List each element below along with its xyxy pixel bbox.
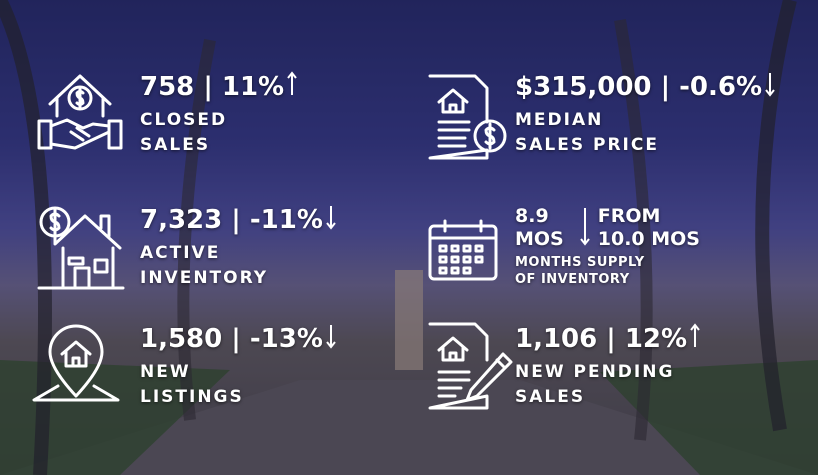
trend-arrow [326,323,336,356]
stat-headline: 7,323 | -11% [140,205,323,235]
stat-headline: 758 | 11% [140,72,285,102]
stat-months-supply: 8.9 MOS FROM 10.0 MOS MONTHS SUPPLY OF INVE… [515,205,700,288]
stat-label: SALES [140,135,211,155]
stat-median-price: $315,000 | -0.6% MEDIAN SALES PRICE [515,70,775,158]
supply-unit: MOS [515,228,564,250]
arrow-stroke [690,322,700,331]
arrow-glyph [579,208,590,246]
stat-label: NEW PENDING [515,362,675,382]
arrow-stroke [326,340,336,349]
stat-active-inventory: 7,323 | -11% ACTIVE INVENTORY [140,203,336,291]
stat-label: ACTIVE [140,243,221,263]
document-pen-icon [428,322,513,410]
document-dollar-icon [428,74,507,160]
stat-label: SALES [515,387,586,407]
arrow-glyph [690,322,700,347]
stat-headline: 1,580 | -13% [140,324,323,354]
trend-arrow [287,70,297,104]
calendar-icon [428,219,498,281]
stat-label: SALES PRICE [515,135,659,155]
stat-label: NEW [140,362,191,382]
stat-label: INVENTORY [140,268,269,288]
stat-label: CLOSED [140,110,228,130]
location-house-icon [32,324,120,402]
stat-headline: $315,000 | -0.6% [515,72,763,102]
trend-arrow [579,206,590,250]
trend-arrow [326,204,336,237]
supply-previous-prefix: FROM [597,205,661,227]
trend-arrow [690,322,700,356]
supply-previous: 10.0 MOS [597,228,700,250]
stat-label: LISTINGS [140,387,244,407]
arrow-glyph [326,205,336,230]
arrow-glyph [765,72,775,97]
stat-new-pending: 1,106 | 12% NEW PENDING SALES [515,322,700,410]
arrow-stroke [326,221,336,230]
stat-closed-sales: 758 | 11% CLOSED SALES [140,70,297,158]
house-dollar-icon [37,206,125,290]
stat-label: OF INVENTORY [515,272,630,287]
stat-headline: 1,106 | 12% [515,324,688,354]
arrow-glyph [326,324,336,349]
arrow-glyph [287,70,297,95]
supply-current: 8.9 [515,205,549,227]
stat-label: MEDIAN [515,110,604,130]
arrow-stroke [765,88,775,97]
trend-arrow [765,71,775,104]
arrow-stroke [579,238,590,246]
stat-new-listings: 1,580 | -13% NEW LISTINGS [140,322,336,410]
handshake-house-icon [37,74,123,150]
arrow-stroke [287,70,297,79]
stat-label: MONTHS SUPPLY [515,255,645,270]
